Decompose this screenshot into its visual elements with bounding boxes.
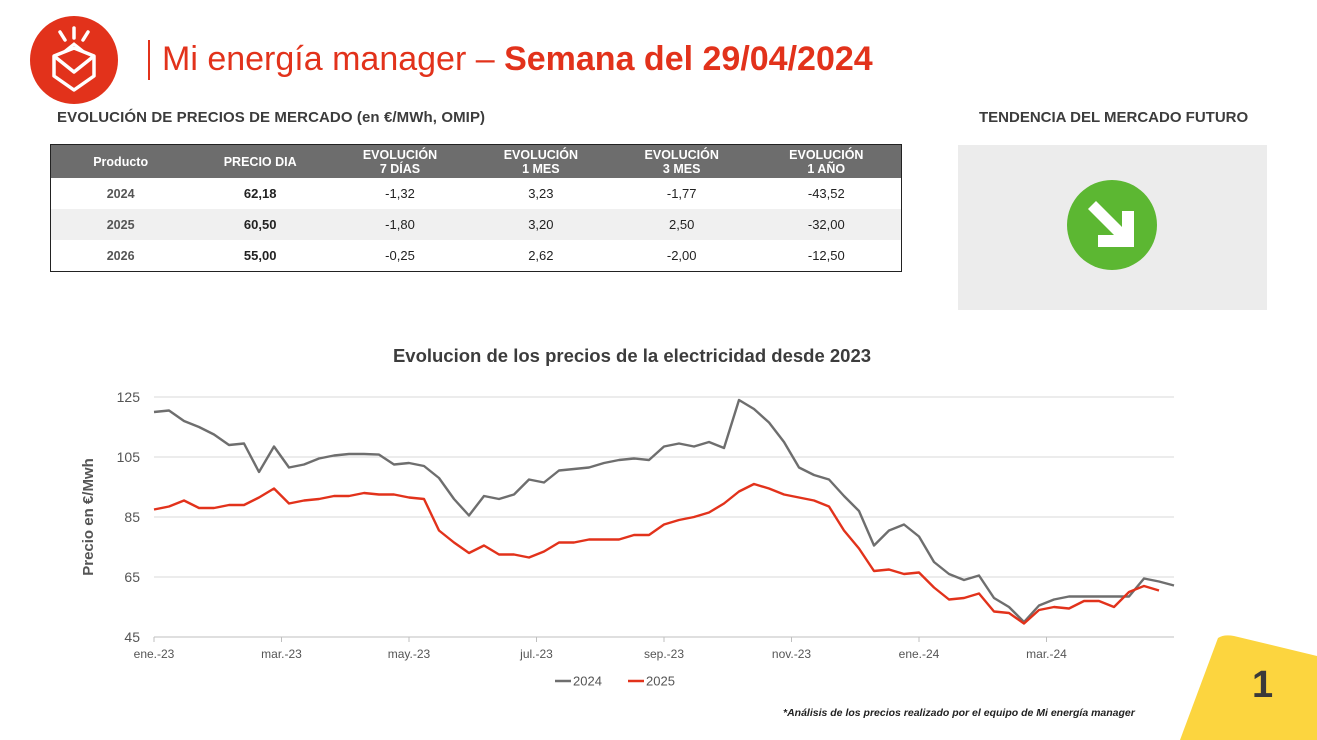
series-line-2025 [153,482,1160,625]
down-right-arrow-icon [1067,180,1157,270]
legend-label-2024: 2024 [573,674,602,689]
col-header-producto: Producto [50,144,191,178]
table-header-row: Producto PRECIO DIA EVOLUCIÓN 7 DÍAS EVOL… [50,144,902,178]
price-table: Producto PRECIO DIA EVOLUCIÓN 7 DÍAS EVOL… [50,144,902,272]
cell-7dias: -1,32 [385,186,415,201]
y-tick-label: 65 [124,569,140,585]
col-header-1mes: EVOLUCIÓN 1 MES [469,144,612,178]
table-row: 2025 60,50 -1,80 3,20 2,50 -32,00 [50,209,902,240]
cell-1ano: -12,50 [807,248,845,263]
cell-producto: 2025 [50,209,191,240]
envelope-heart-icon [52,26,96,92]
y-tick-label: 85 [124,509,140,525]
cell-precio: 55,00 [243,248,277,263]
x-tick-label: mar.-24 [1026,647,1067,661]
cell-1mes: 3,23 [528,186,554,201]
price-line-chart: 45 65 85 105 125 ene.-23 mar.-23 may.-23 jul.-23… [80,389,1175,689]
cell-3mes: -1,77 [666,186,697,201]
cell-3mes: -2,00 [666,248,697,263]
table-row: 2026 55,00 -0,25 2,62 -2,00 -12,50 [51,240,902,272]
cell-7dias: -1,80 [330,209,470,240]
y-axis-label: Precio en €/Mwh [80,458,97,576]
x-tick-label: sep.-23 [644,647,684,661]
futuro-heading: TENDENCIA DEL MERCADO FUTURO [979,109,1249,126]
y-tick-label: 105 [117,449,141,465]
table-heading: EVOLUCIÓN DE PRECIOS DE MERCADO (en €/MW… [57,109,486,126]
y-tick-label: 45 [124,629,140,645]
x-tick-label: jul.-23 [519,647,553,661]
cell-producto: 2024 [106,186,135,201]
x-tick-label: nov.-23 [772,647,811,661]
col-header-precio: PRECIO DIA [190,144,331,178]
futuro-trend-panel [958,145,1267,310]
x-tick-label: mar.-23 [261,647,302,661]
chart-title: Evolucion de los precios de la electrici… [392,345,872,366]
col-header-3mes: EVOLUCIÓN 3 MES [611,144,752,178]
page-badge-shape [1180,635,1317,740]
y-tick-label: 125 [117,389,141,405]
title-week: Semana del 29/04/2024 [504,40,873,78]
cell-1mes: 2,62 [528,248,554,263]
x-tick-label: ene.-23 [134,647,175,661]
title-app-name: Mi energía manager – [162,40,505,78]
page-number: 1 [1252,664,1274,706]
col-header-1ano: EVOLUCIÓN 1 AÑO [751,144,902,178]
x-tick-label: may.-23 [388,647,431,661]
cell-producto: 2026 [106,248,135,263]
x-tick-label: ene.-24 [899,647,940,661]
cell-1ano: -43,52 [807,186,845,201]
cell-3mes: 2,50 [611,209,752,240]
title-divider [148,40,150,80]
footnote: *Análisis de los precios realizado por e… [783,707,1135,719]
series-line-2024 [153,398,1175,624]
cell-7dias: -0,25 [385,248,415,263]
legend-label-2025: 2025 [646,674,675,689]
cell-1ano: -32,00 [751,209,902,240]
page-title: Mi energía manager – Semana del 29/04/20… [162,36,873,82]
table-row: 2024 62,18 -1,32 3,23 -1,77 -43,52 [51,178,902,209]
cell-1mes: 3,20 [469,209,612,240]
brand-logo [30,16,118,104]
col-header-7dias: EVOLUCIÓN 7 DÍAS [330,144,470,178]
cell-precio: 62,18 [243,186,277,201]
cell-precio: 60,50 [190,209,331,240]
